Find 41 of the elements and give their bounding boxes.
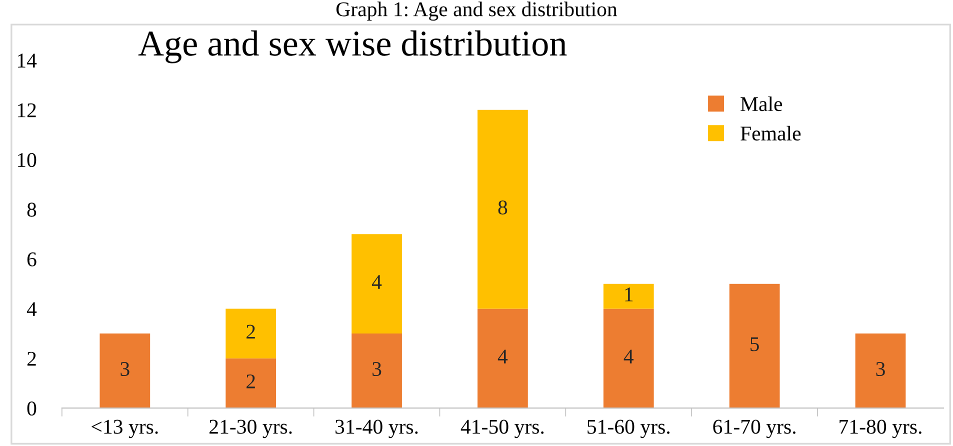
x-tick-label: 21-30 yrs. <box>210 420 292 438</box>
bar <box>855 334 906 408</box>
bar <box>352 334 402 408</box>
bar <box>478 308 528 408</box>
data-label: 8 <box>498 200 508 215</box>
y-tick-label: 12 <box>18 103 36 118</box>
data-label: 3 <box>876 362 885 376</box>
bar <box>226 308 276 358</box>
y-tick-label: 2 <box>27 352 36 366</box>
data-label: 4 <box>624 350 634 364</box>
bar <box>729 284 780 408</box>
bar <box>226 358 276 408</box>
data-label: 2 <box>246 374 255 388</box>
data-label: 3 <box>372 362 382 376</box>
x-tick-label: 61-70 yrs. <box>713 420 796 438</box>
caption: Graph 1: Age and sex distribution <box>336 2 618 21</box>
bar <box>478 110 528 309</box>
y-tick-label: 0 <box>27 401 36 416</box>
x-tick-label: 31-40 yrs. <box>336 420 418 438</box>
data-label: 5 <box>750 337 759 352</box>
y-tick-label: 14 <box>18 54 37 68</box>
chart-title: Age and sex wise distribution <box>138 30 567 64</box>
legend-label: Female <box>740 126 801 141</box>
y-tick-label: 8 <box>27 202 36 217</box>
bar <box>352 234 402 334</box>
data-label: 2 <box>246 324 255 339</box>
data-label: 4 <box>372 275 382 289</box>
data-label: 3 <box>120 362 130 376</box>
legend-label: Male <box>740 96 782 112</box>
bar <box>603 284 654 309</box>
x-tick-label: 51-60 yrs. <box>588 420 670 438</box>
y-tick-label: 4 <box>26 302 37 316</box>
bar <box>603 308 654 408</box>
bar <box>100 334 150 408</box>
x-tick-label: <13 yrs. <box>92 420 158 438</box>
y-tick-label: 10 <box>18 152 36 168</box>
x-tick-label: 71-80 yrs. <box>840 420 922 438</box>
data-label: 1 <box>625 288 633 302</box>
y-tick-label: 6 <box>27 252 36 266</box>
x-tick-label: 41-50 yrs. <box>460 420 544 438</box>
data-label: 4 <box>498 350 508 364</box>
